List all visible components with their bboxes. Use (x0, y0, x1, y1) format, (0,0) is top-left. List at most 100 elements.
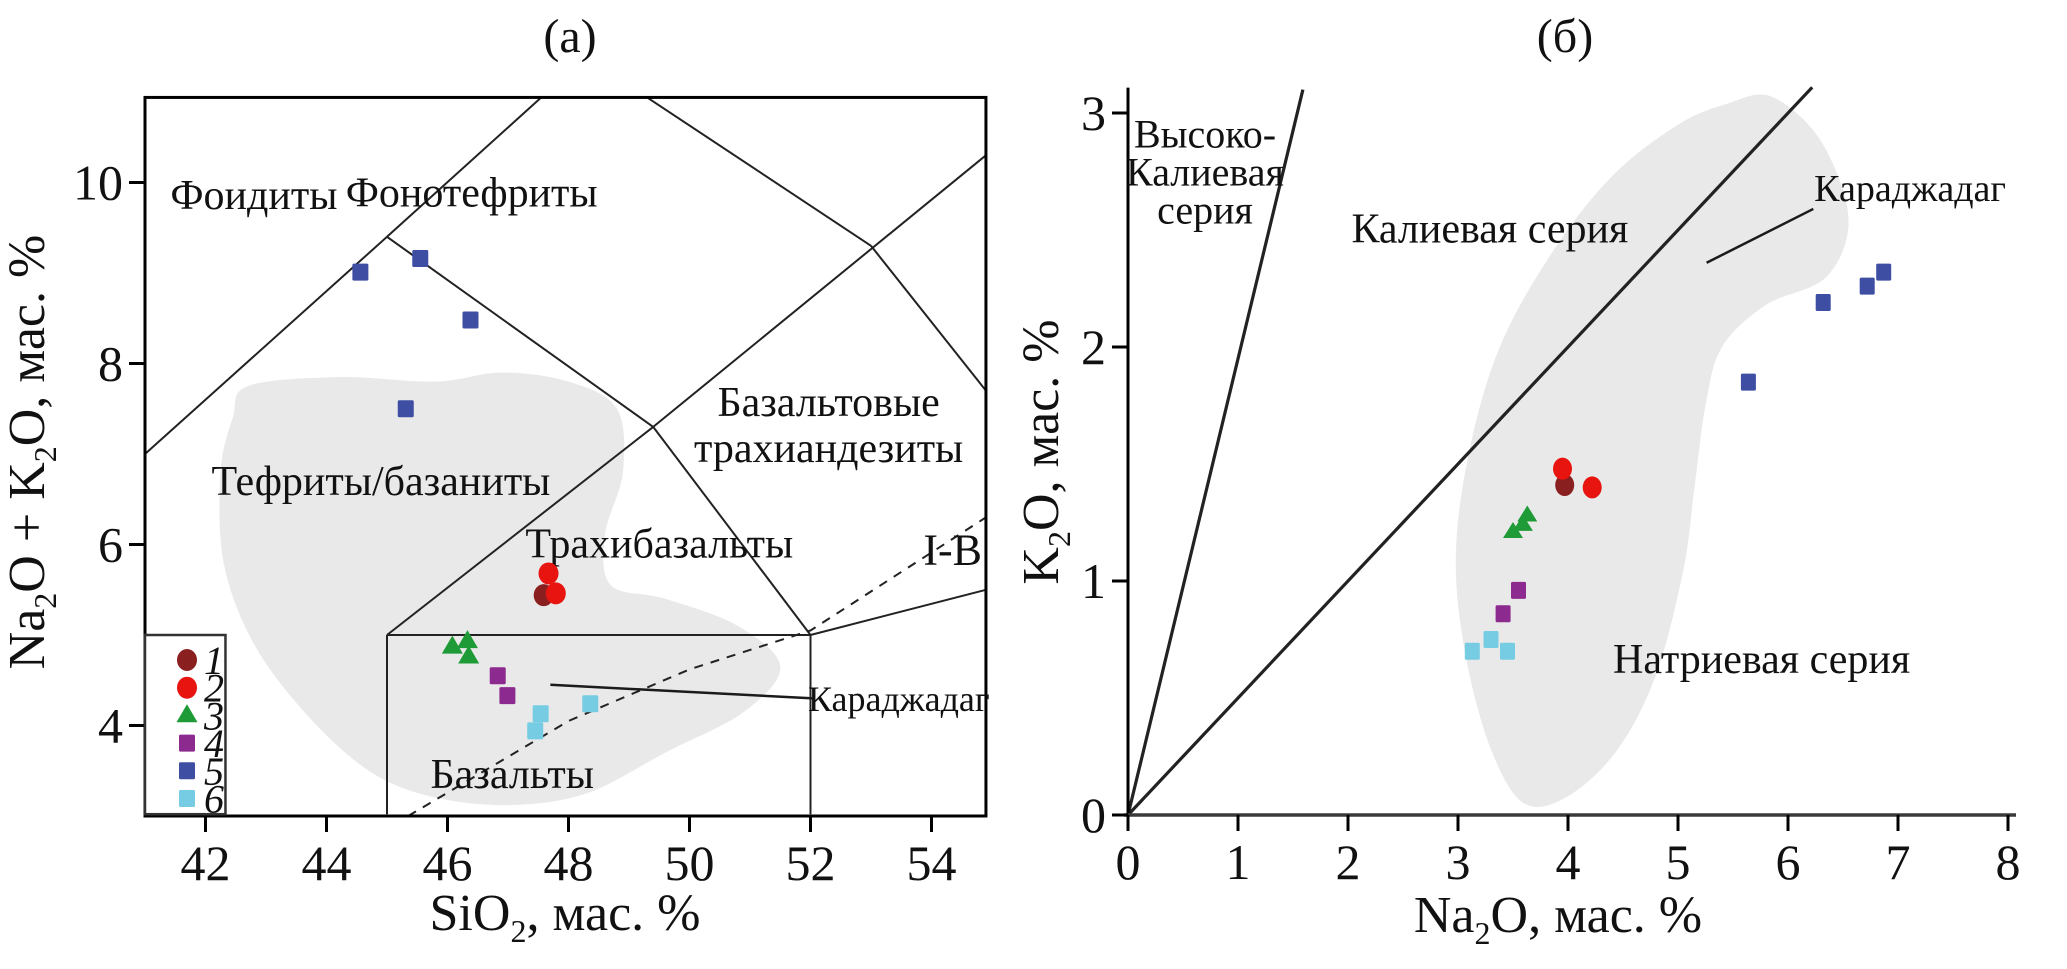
x-tick-label: 54 (907, 835, 957, 891)
data-point (179, 762, 195, 780)
y-tick-label: 8 (98, 336, 123, 392)
ib-dashed-line (407, 516, 987, 817)
data-point (1582, 476, 1602, 499)
x-tick-label: 50 (665, 835, 715, 891)
data-point (1876, 263, 1892, 281)
x-tick-label: 44 (302, 835, 352, 891)
region-label: Высоко-Калиевая серия (1126, 112, 1284, 233)
y-tick-label: 6 (98, 517, 123, 573)
data-point (1464, 642, 1480, 660)
x-tick-label: 2 (1336, 834, 1361, 890)
y-tick-label: 0 (1081, 787, 1106, 843)
data-point (1859, 277, 1875, 295)
region-label: Базальтовые трахиандезиты (694, 380, 963, 472)
data-point (397, 400, 414, 418)
data-point (1495, 605, 1511, 623)
data-point (1503, 521, 1523, 538)
region-label: Трахибазальты (525, 521, 793, 567)
data-point (441, 635, 463, 654)
x-tick-label: 0 (1116, 834, 1141, 890)
region-label: Тефриты/базаниты (211, 459, 550, 505)
data-point (582, 695, 599, 713)
series-2 (538, 562, 566, 605)
boundary-line (386, 426, 654, 636)
data-point (458, 645, 480, 664)
y-tick-label: 2 (1081, 319, 1106, 375)
y-tick-label: 10 (73, 155, 123, 211)
y-tick-label: 4 (98, 698, 123, 754)
data-point (1555, 474, 1575, 497)
boundary-line (1126, 86, 1814, 817)
data-point (1483, 631, 1499, 648)
y-tick-label: 1 (1081, 553, 1106, 609)
series-2 (1553, 457, 1602, 499)
panel-title: (б) (1537, 10, 1593, 63)
data-point (179, 734, 195, 752)
data-point (532, 705, 549, 723)
region-label: Фонотефриты (346, 170, 598, 216)
annotation-leader-line (1706, 207, 1814, 264)
x-tick-label: 42 (181, 835, 231, 891)
data-point (1815, 294, 1831, 312)
plot-frame (143, 95, 988, 818)
series-5 (1740, 263, 1892, 391)
x-tick-label: 46 (423, 835, 473, 891)
x-tick-label: 3 (1446, 834, 1471, 890)
data-point (352, 263, 369, 281)
gray-field (219, 372, 781, 806)
legend-item-label: 6 (204, 777, 224, 822)
gray-field (1455, 94, 1849, 807)
y-tick-label: 3 (1081, 85, 1106, 141)
data-point (499, 687, 516, 705)
data-point (538, 562, 559, 585)
panel-title: (а) (543, 10, 596, 63)
data-point (412, 250, 429, 268)
annotation-label: Караджадаг (1814, 168, 2006, 210)
series-6 (1464, 631, 1515, 660)
data-point (1553, 457, 1572, 480)
boundary-line (386, 235, 654, 428)
legend-item-label: 3 (203, 693, 224, 738)
boundary-line (386, 96, 542, 238)
legend-item-label: 4 (204, 721, 224, 766)
series-4 (489, 667, 516, 705)
data-point (1512, 514, 1533, 531)
boundary-line (652, 426, 812, 636)
region-label: Натриевая серия (1613, 637, 1910, 683)
x-tick-label: 52 (786, 835, 836, 891)
legend-item-label: 1 (204, 638, 224, 683)
x-tick-label: 1 (1226, 834, 1251, 890)
boundary-line (870, 245, 987, 392)
annotation-label: Караджадаг (808, 679, 990, 719)
series-5 (352, 250, 479, 418)
region-label: Калиевая серия (1351, 206, 1628, 252)
series-3 (441, 630, 480, 664)
data-point (527, 722, 544, 740)
x-axis-title: Na2O, мас. % (1414, 887, 1702, 951)
series-6 (527, 695, 599, 740)
x-tick-label: 48 (544, 835, 594, 891)
boundary-line (810, 588, 987, 636)
data-point (177, 649, 197, 671)
x-tick-label: 5 (1666, 834, 1691, 890)
annotation-leader-line (550, 683, 814, 700)
x-tick-label: 4 (1556, 834, 1581, 890)
boundary-line (1126, 89, 1305, 816)
data-point (176, 704, 198, 723)
x-tick-label: 7 (1886, 834, 1911, 890)
data-point (179, 790, 195, 807)
legend-item-label: 2 (204, 666, 224, 711)
boundary-line (144, 236, 388, 455)
y-axis-title: Na2O + K2O, мас. % (0, 235, 63, 670)
x-tick-label: 6 (1776, 834, 1801, 890)
x-tick-label: 8 (1996, 834, 2021, 890)
region-label: Базальты (431, 752, 594, 798)
boundary-line (652, 154, 987, 428)
data-point (462, 311, 479, 329)
series-3 (1503, 505, 1538, 538)
series-1 (1555, 474, 1575, 497)
data-point (489, 667, 506, 685)
